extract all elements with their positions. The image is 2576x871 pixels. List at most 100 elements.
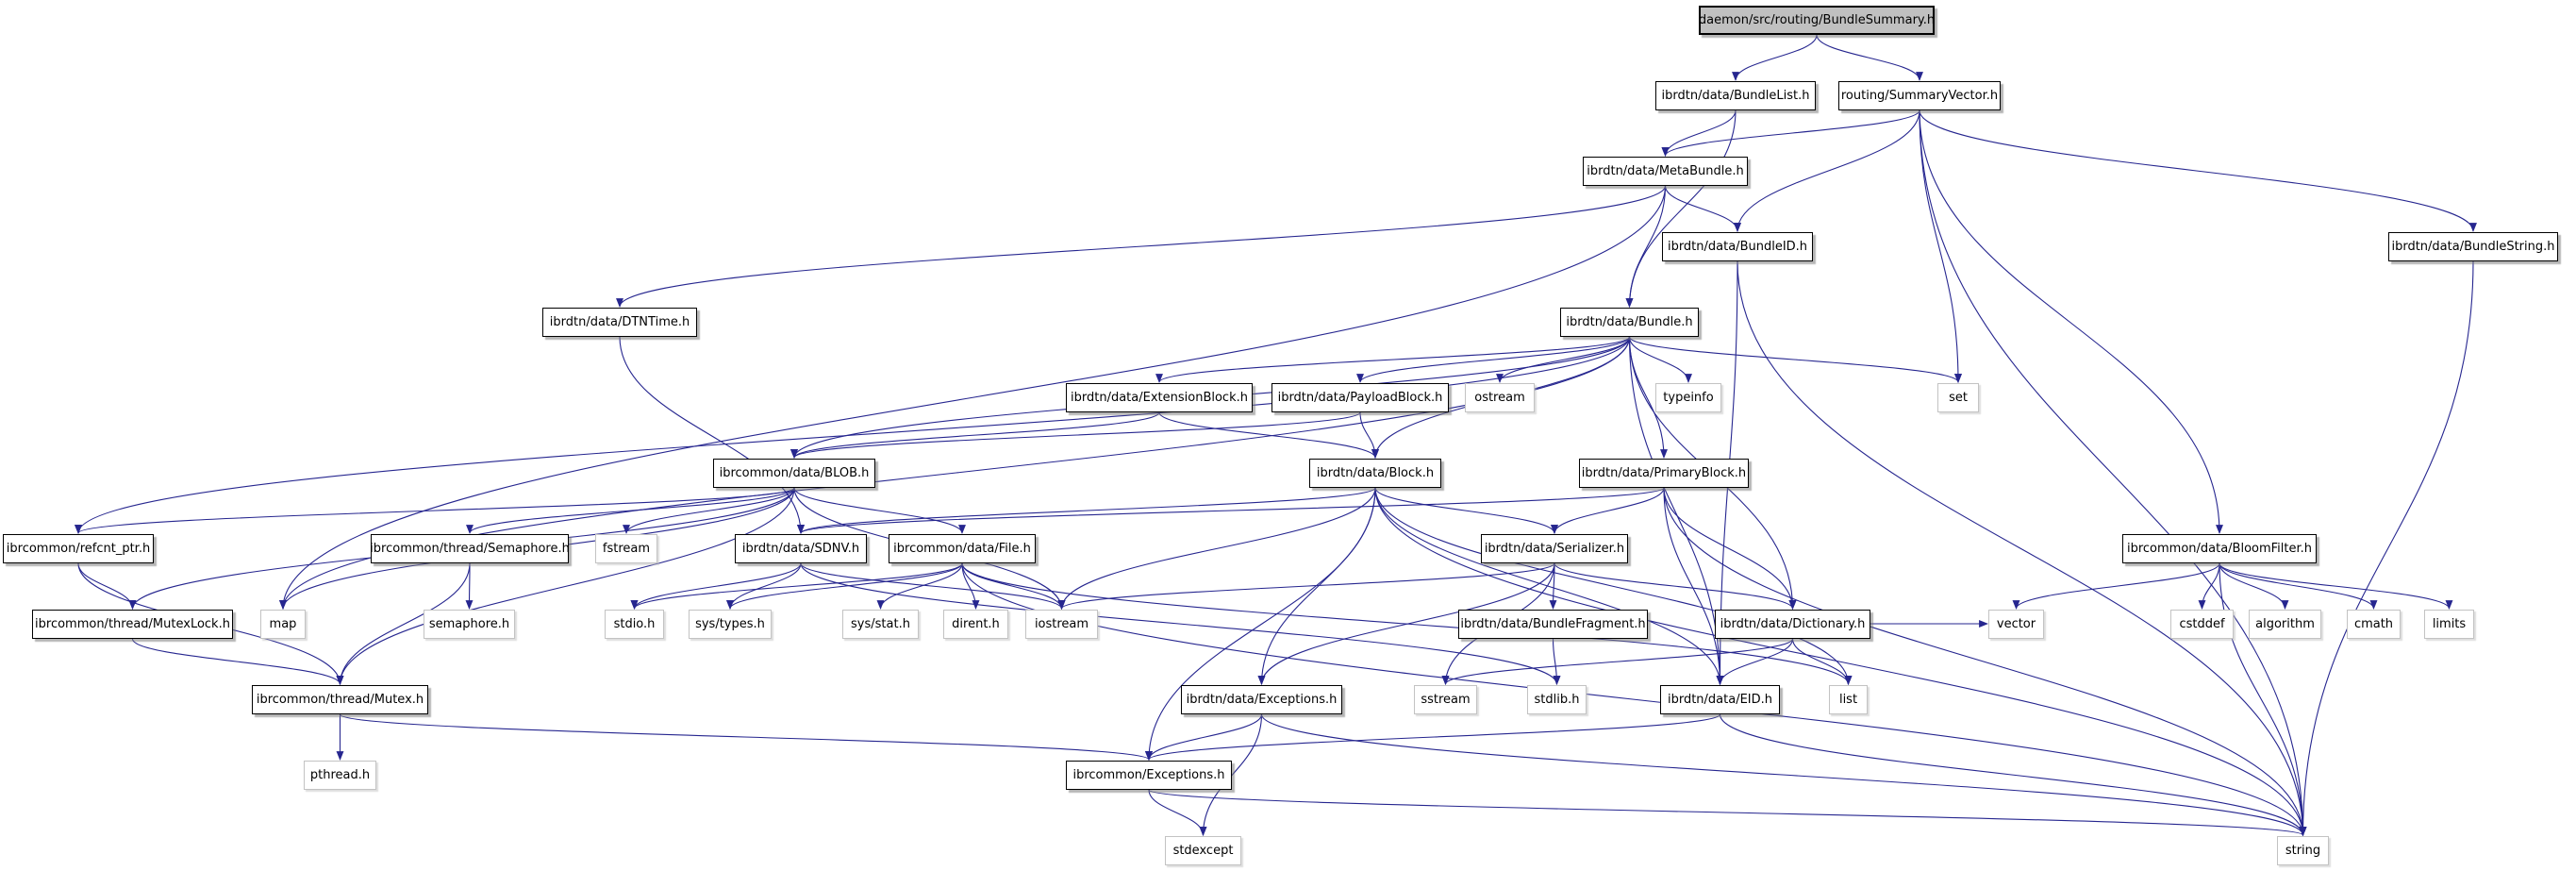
include-edge-metabundle-map xyxy=(279,185,1667,610)
graph-node-label: cmath xyxy=(2353,617,2394,631)
include-edge-summaryvector-string xyxy=(1919,109,2307,836)
include-edge-bloomfilter-algorithm xyxy=(2219,562,2289,610)
graph-node-payloadblock[interactable]: ibrdtn/data/PayloadBlock.h xyxy=(1271,383,1449,412)
graph-node-label: sstream xyxy=(1421,693,1471,707)
graph-node-label: ibrcommon/refcnt_ptr.h xyxy=(6,542,151,556)
include-edge-metabundle-dtntime xyxy=(616,185,1667,308)
graph-node-set: set xyxy=(1937,383,1979,412)
include-edge-primaryblock-sdnv xyxy=(797,487,1665,534)
graph-node-semaphore_h: semaphore.h xyxy=(424,610,515,639)
include-edge-file-list xyxy=(961,562,1853,685)
include-edge-metabundle-bundle xyxy=(1625,185,1667,308)
include-edge-file-sys_types xyxy=(726,562,963,610)
graph-node-label: map xyxy=(269,617,297,631)
graph-node-bundlelist[interactable]: ibrdtn/data/BundleList.h xyxy=(1655,81,1816,110)
graph-node-label: algorithm xyxy=(2255,617,2315,631)
graph-node-block[interactable]: ibrdtn/data/Block.h xyxy=(1309,459,1441,488)
graph-node-dtn_exceptions[interactable]: ibrdtn/data/Exceptions.h xyxy=(1181,685,1342,714)
include-edge-blob-fstream xyxy=(623,487,795,534)
graph-node-extensionblock[interactable]: ibrdtn/data/ExtensionBlock.h xyxy=(1066,383,1253,412)
graph-node-sys_stat: sys/stat.h xyxy=(842,610,919,639)
graph-node-bundleid[interactable]: ibrdtn/data/BundleID.h xyxy=(1662,232,1813,261)
graph-node-label: sys/types.h xyxy=(695,617,765,631)
include-edge-serializer-iostream xyxy=(1057,562,1555,610)
graph-node-label: ibrdtn/data/ExtensionBlock.h xyxy=(1071,391,1248,405)
graph-node-stdio_h: stdio.h xyxy=(605,610,664,639)
include-edge-bundle-refcnt_ptr xyxy=(75,336,1631,534)
graph-node-semaphore[interactable]: ibrcommon/thread/Semaphore.h xyxy=(370,534,570,563)
include-edge-root-summaryvector xyxy=(1816,34,1923,81)
graph-node-label: ibrdtn/data/Bundle.h xyxy=(1566,315,1693,329)
graph-node-cmath: cmath xyxy=(2347,610,2401,639)
graph-node-dictionary[interactable]: ibrdtn/data/Dictionary.h xyxy=(1715,610,1870,639)
include-edge-block-sdnv xyxy=(797,487,1376,534)
graph-node-label: ibrdtn/data/PrimaryBlock.h xyxy=(1581,466,1747,480)
graph-node-label: ibrdtn/data/BundleList.h xyxy=(1661,89,1810,103)
graph-node-mutex[interactable]: ibrcommon/thread/Mutex.h xyxy=(252,685,428,714)
graph-node-eid[interactable]: ibrdtn/data/EID.h xyxy=(1660,685,1780,714)
include-edge-mutex-ibr_exceptions xyxy=(339,713,1153,761)
graph-node-serializer[interactable]: ibrdtn/data/Serializer.h xyxy=(1481,534,1628,563)
include-edge-eid-string xyxy=(1719,713,2307,836)
include-edge-primaryblock-string xyxy=(1663,487,2307,836)
include-edge-file-sys_stat xyxy=(876,562,963,610)
graph-node-file[interactable]: ibrcommon/data/File.h xyxy=(889,534,1036,563)
graph-node-refcnt_ptr[interactable]: ibrcommon/refcnt_ptr.h xyxy=(3,534,154,563)
include-edge-block-serializer xyxy=(1374,487,1558,534)
graph-node-label: dirent.h xyxy=(952,617,1000,631)
include-edge-refcnt_ptr-mutexlock xyxy=(77,562,137,610)
include-edge-bundle-extensionblock xyxy=(1155,336,1631,383)
graph-node-blob[interactable]: ibrcommon/data/BLOB.h xyxy=(713,459,875,488)
graph-node-label: daemon/src/routing/BundleSummary.h xyxy=(1698,13,1936,27)
graph-node-primaryblock[interactable]: ibrdtn/data/PrimaryBlock.h xyxy=(1579,459,1749,488)
graph-node-sdnv[interactable]: ibrdtn/data/SDNV.h xyxy=(735,534,867,563)
include-edge-summaryvector-bundleid xyxy=(1734,109,1920,232)
include-edge-primaryblock-dictionary xyxy=(1663,487,1797,610)
graph-node-label: string xyxy=(2285,844,2321,858)
include-edge-mutexlock-mutex xyxy=(131,638,344,685)
graph-node-summaryvector[interactable]: routing/SummaryVector.h xyxy=(1838,81,2001,110)
include-edge-payloadblock-block xyxy=(1359,411,1379,459)
include-edge-payloadblock-blob xyxy=(790,411,1361,459)
include-edge-primaryblock-serializer xyxy=(1551,487,1665,534)
graph-node-ostream: ostream xyxy=(1465,383,1535,412)
graph-node-bloomfilter[interactable]: ibrcommon/data/BloomFilter.h xyxy=(2122,534,2317,563)
graph-node-label: ibrcommon/data/BloomFilter.h xyxy=(2126,542,2313,556)
graph-node-bundle[interactable]: ibrdtn/data/Bundle.h xyxy=(1560,308,1699,337)
include-edge-bundle-typeinfo xyxy=(1628,336,1692,383)
graph-node-label: stdlib.h xyxy=(1534,693,1580,707)
graph-node-bundlestring[interactable]: ibrdtn/data/BundleString.h xyxy=(2388,232,2558,261)
graph-node-label: ibrdtn/data/SDNV.h xyxy=(741,542,860,556)
graph-node-label: ibrdtn/data/BundleFragment.h xyxy=(1460,617,1646,631)
graph-node-label: set xyxy=(1949,391,1968,405)
graph-node-label: ibrdtn/data/DTNTime.h xyxy=(549,315,690,329)
graph-node-mutexlock[interactable]: ibrcommon/thread/MutexLock.h xyxy=(32,610,233,639)
graph-node-label: ibrdtn/data/Dictionary.h xyxy=(1720,617,1866,631)
graph-node-label: fstream xyxy=(602,542,651,556)
graph-node-map: map xyxy=(260,610,306,639)
include-edge-bloomfilter-cmath xyxy=(2219,562,2378,610)
include-edge-dtn_exceptions-stdexcept xyxy=(1199,713,1263,836)
include-edge-extensionblock-blob xyxy=(790,411,1160,459)
graph-node-string: string xyxy=(2277,836,2329,865)
graph-node-bundlefragment[interactable]: ibrdtn/data/BundleFragment.h xyxy=(1458,610,1648,639)
graph-node-metabundle[interactable]: ibrdtn/data/MetaBundle.h xyxy=(1583,157,1748,186)
graph-node-label: ibrcommon/thread/Mutex.h xyxy=(256,693,424,707)
graph-node-algorithm: algorithm xyxy=(2249,610,2321,639)
include-edge-blob-file xyxy=(793,487,966,534)
include-edge-summaryvector-set xyxy=(1919,109,1962,383)
include-edge-dictionary-sstream xyxy=(1441,638,1794,685)
graph-node-dtntime[interactable]: ibrdtn/data/DTNTime.h xyxy=(542,308,697,337)
graph-node-label: ibrcommon/thread/Semaphore.h xyxy=(370,542,570,556)
graph-node-ibr_exceptions[interactable]: ibrcommon/Exceptions.h xyxy=(1066,761,1232,790)
include-edge-bundlefragment-stdlib_h xyxy=(1552,638,1561,685)
include-edge-dtn_exceptions-ibr_exceptions xyxy=(1145,713,1263,761)
graph-node-stdlib_h: stdlib.h xyxy=(1527,685,1587,714)
include-edge-summaryvector-bundlestring xyxy=(1919,109,2477,232)
include-edge-block-list xyxy=(1374,487,1853,685)
graph-node-label: ibrdtn/data/BundleID.h xyxy=(1667,240,1808,254)
include-edge-metabundle-bundleid xyxy=(1664,185,1741,232)
include-edge-root-bundlelist xyxy=(1732,34,1818,81)
